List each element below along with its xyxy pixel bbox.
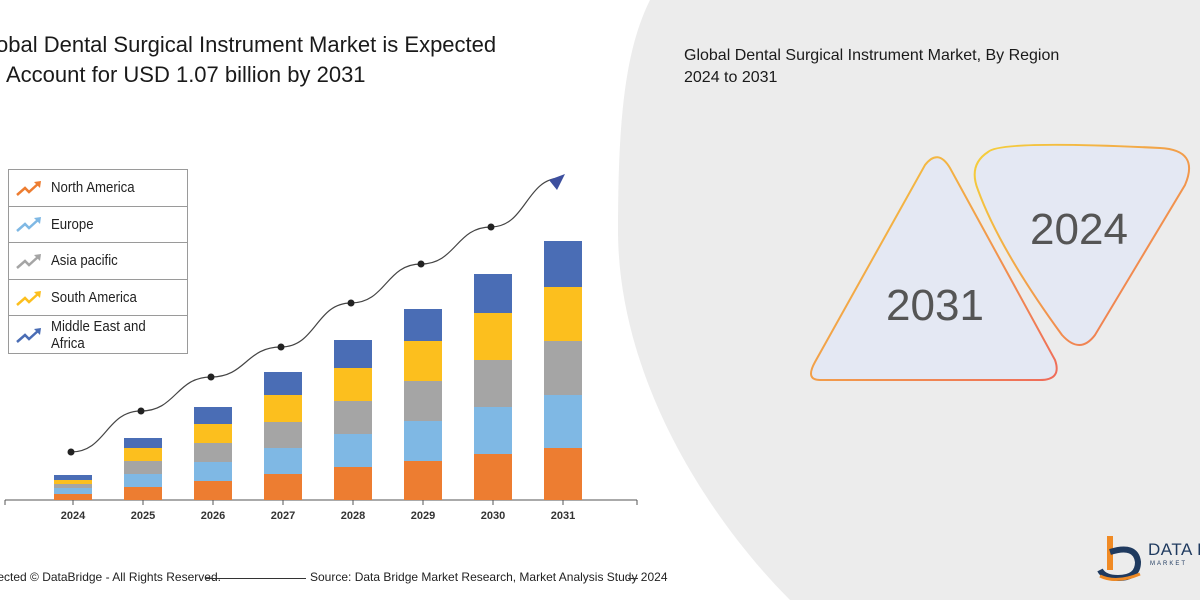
bar-segment-2025-middle-east-and-africa bbox=[124, 438, 162, 448]
footer-divider-end bbox=[628, 578, 638, 579]
bar-segment-2026-north-america bbox=[194, 481, 232, 500]
bar-segment-2027-europe bbox=[264, 448, 302, 474]
triangle-label-2024: 2024 bbox=[1030, 205, 1128, 254]
bar-segment-2025-asia-pacific bbox=[124, 461, 162, 474]
chart-legend: North America Europe Asia pacific South Ame… bbox=[8, 169, 188, 354]
bar-segment-2026-south-america bbox=[194, 424, 232, 443]
bar-segment-2026-europe bbox=[194, 462, 232, 481]
bar-segment-2027-asia-pacific bbox=[264, 422, 302, 448]
bar-segment-2027-south-america bbox=[264, 395, 302, 422]
bar-segment-2031-north-america bbox=[544, 448, 582, 500]
bar-segment-2024-europe bbox=[54, 488, 92, 494]
bar-segment-2027-north-america bbox=[264, 474, 302, 500]
trend-line bbox=[70, 177, 562, 453]
bar-segment-2030-europe bbox=[474, 407, 512, 454]
trend-point bbox=[67, 448, 75, 456]
trend-arrow-icon bbox=[16, 180, 41, 196]
trend-point bbox=[207, 373, 215, 381]
bar-segment-2029-north-america bbox=[404, 461, 442, 500]
bar-segment-2025-europe bbox=[124, 474, 162, 487]
bar-segment-2029-europe bbox=[404, 421, 442, 461]
x-tick-label: 2029 bbox=[411, 510, 435, 522]
bar-segment-2029-asia-pacific bbox=[404, 381, 442, 421]
bar-segment-2031-middle-east-and-africa bbox=[544, 241, 582, 287]
bar-segment-2030-asia-pacific bbox=[474, 360, 512, 407]
bar-segment-2026-asia-pacific bbox=[194, 443, 232, 462]
trend-arrowhead bbox=[549, 174, 565, 190]
year-triangles: 2024 2031 bbox=[810, 143, 1190, 381]
bar-segment-2028-europe bbox=[334, 434, 372, 467]
legend-item-south-america: South America bbox=[9, 280, 187, 317]
logo-text: DATA B bbox=[1148, 540, 1200, 559]
region-title-line-1: Global Dental Surgical Instrument Market… bbox=[684, 47, 1060, 64]
databridge-logo-icon bbox=[1097, 536, 1142, 582]
bar-segment-2030-north-america bbox=[474, 454, 512, 500]
legend-item-europe: Europe bbox=[9, 207, 187, 244]
trend-point bbox=[347, 299, 355, 307]
trend-point bbox=[137, 407, 145, 415]
triangle-front bbox=[810, 156, 1058, 381]
bar-segment-2029-middle-east-and-africa bbox=[404, 309, 442, 341]
x-tick-label: 2031 bbox=[551, 510, 575, 522]
legend-label: Middle East and Africa bbox=[51, 317, 146, 352]
bar-segment-2025-north-america bbox=[124, 487, 162, 500]
bar-segment-2028-south-america bbox=[334, 368, 372, 401]
bar-segment-2029-south-america bbox=[404, 341, 442, 381]
legend-label: Asia pacific bbox=[51, 252, 118, 270]
footer: tected © DataBridge - All Rights Reserve… bbox=[0, 570, 668, 588]
trend-point bbox=[417, 260, 425, 268]
legend-label: Europe bbox=[51, 215, 94, 233]
bar-segment-2028-asia-pacific bbox=[334, 401, 372, 434]
trend-arrow-icon bbox=[16, 290, 41, 306]
legend-label: South America bbox=[51, 289, 137, 307]
bar-segment-2030-middle-east-and-africa bbox=[474, 274, 512, 313]
bar-segment-2031-asia-pacific bbox=[544, 341, 582, 395]
region-title: Global Dental Surgical Instrument Market… bbox=[684, 45, 1164, 89]
bar-segment-2028-middle-east-and-africa bbox=[334, 340, 372, 368]
legend-item-middle-east-and-africa: Middle East and Africa bbox=[9, 316, 187, 353]
trend-point bbox=[487, 223, 495, 231]
bar-segment-2024-south-america bbox=[54, 480, 92, 484]
bar-segment-2031-south-america bbox=[544, 287, 582, 341]
bar-segment-2024-middle-east-and-africa bbox=[54, 475, 92, 480]
chart-title: obal Dental Surgical Instrument Market i… bbox=[0, 30, 596, 90]
bar-segment-2028-north-america bbox=[334, 467, 372, 500]
trend-arrow-icon bbox=[16, 327, 41, 343]
bar-segment-2024-north-america bbox=[54, 494, 92, 500]
x-tick-label: 2024 bbox=[61, 510, 86, 522]
trend-arrow-icon bbox=[16, 217, 41, 233]
chart-title-line-1: obal Dental Surgical Instrument Market i… bbox=[0, 32, 497, 57]
copyright-text: tected © DataBridge - All Rights Reserve… bbox=[0, 570, 221, 584]
x-tick-label: 2027 bbox=[271, 510, 295, 522]
bar-segment-2027-middle-east-and-africa bbox=[264, 372, 302, 395]
bar-segment-2025-south-america bbox=[124, 448, 162, 461]
x-tick-label: 2026 bbox=[201, 510, 225, 522]
chart-title-line-2: Account for USD 1.07 billion by 2031 bbox=[6, 62, 366, 87]
legend-item-asia-pacific: Asia pacific bbox=[9, 243, 187, 280]
logo-subtext: MARKET bbox=[1150, 561, 1188, 567]
bar-segment-2030-south-america bbox=[474, 313, 512, 360]
bar-segment-2024-asia-pacific bbox=[54, 484, 92, 488]
region-title-line-2: 2024 to 2031 bbox=[684, 69, 778, 86]
source-text: Source: Data Bridge Market Research, Mar… bbox=[310, 570, 668, 584]
triangle-back bbox=[973, 143, 1190, 346]
x-tick-label: 2030 bbox=[481, 510, 505, 522]
trend-arrow-icon bbox=[16, 253, 41, 269]
triangle-label-2031: 2031 bbox=[886, 281, 984, 330]
bar-segment-2031-europe bbox=[544, 395, 582, 448]
footer-divider bbox=[206, 578, 306, 579]
trend-point bbox=[277, 343, 285, 351]
legend-item-north-america: North America bbox=[9, 170, 187, 207]
stacked-bar-chart: 2024 2025 2026 2027 2028 2029 2030 2031 bbox=[4, 174, 638, 522]
x-tick-label: 2028 bbox=[341, 510, 365, 522]
bar-segment-2026-middle-east-and-africa bbox=[194, 407, 232, 424]
legend-label: North America bbox=[51, 179, 135, 197]
x-tick-label: 2025 bbox=[131, 510, 155, 522]
